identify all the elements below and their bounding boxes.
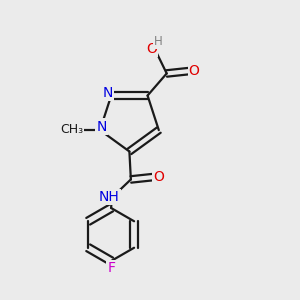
Text: CH₃: CH₃ bbox=[60, 123, 83, 136]
Text: N: N bbox=[96, 120, 106, 134]
Text: H: H bbox=[154, 35, 163, 48]
Text: NH: NH bbox=[99, 190, 120, 204]
Text: O: O bbox=[146, 42, 157, 56]
Text: O: O bbox=[189, 64, 200, 78]
Text: F: F bbox=[107, 261, 115, 275]
Text: N: N bbox=[103, 85, 113, 100]
Text: O: O bbox=[153, 170, 164, 184]
